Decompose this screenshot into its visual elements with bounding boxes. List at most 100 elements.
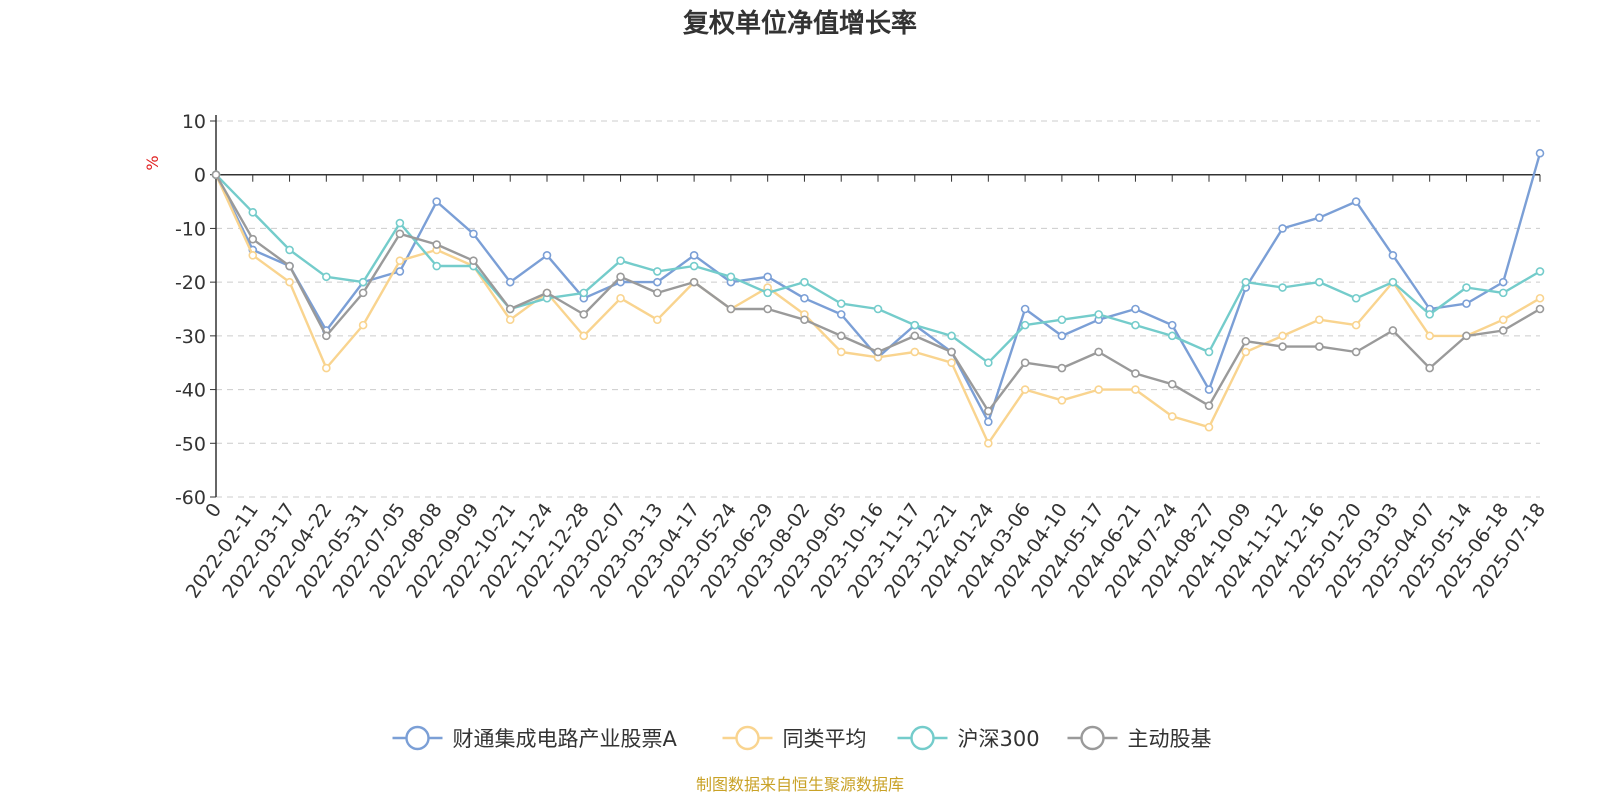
data-point — [1351, 293, 1361, 303]
data-point — [1388, 250, 1398, 260]
data-point — [1131, 320, 1140, 330]
data-point — [469, 229, 478, 239]
data-point — [285, 245, 294, 255]
data-point — [653, 315, 662, 325]
data-point — [1131, 385, 1140, 394]
data-point — [1425, 310, 1434, 319]
data-point — [1167, 331, 1177, 341]
data-point — [358, 277, 368, 287]
data-point — [579, 310, 589, 319]
data-point — [322, 363, 331, 373]
legend-marker — [910, 725, 935, 751]
data-point — [432, 240, 441, 249]
legend-label: 同类平均 — [783, 727, 867, 751]
x-tick-label: 0 — [201, 499, 226, 522]
data-point — [285, 261, 294, 271]
data-point — [910, 347, 920, 357]
data-point — [1498, 288, 1508, 298]
data-point — [542, 250, 552, 260]
data-point — [1535, 293, 1545, 303]
data-point — [1020, 385, 1030, 394]
data-point — [579, 331, 589, 341]
data-point — [248, 234, 258, 244]
y-axis-unit: % — [143, 155, 162, 170]
series-0 — [211, 148, 1545, 427]
data-point — [395, 229, 405, 239]
series-3 — [211, 170, 1545, 416]
data-point — [1351, 320, 1361, 330]
data-point — [1462, 283, 1471, 292]
data-point — [505, 315, 515, 325]
data-point — [395, 256, 405, 265]
data-point — [689, 250, 699, 260]
data-point — [322, 272, 331, 282]
y-tick-label: -20 — [175, 272, 206, 294]
data-point — [1167, 412, 1177, 421]
data-point — [1462, 299, 1471, 308]
legend-label: 财通集成电路产业股票A — [453, 727, 678, 751]
data-point — [689, 277, 699, 287]
data-point — [763, 288, 772, 298]
series-line — [214, 152, 1542, 423]
data-point — [947, 331, 956, 341]
data-point — [1094, 310, 1103, 319]
data-point — [248, 208, 258, 217]
legend-item[interactable]: 财通集成电路产业股票A — [392, 725, 678, 751]
legend-item[interactable]: 同类平均 — [722, 725, 867, 751]
chart-title: 复权单位净值增长率 — [683, 8, 917, 39]
data-point — [836, 331, 846, 341]
data-point — [1241, 277, 1251, 287]
series-lines — [211, 148, 1545, 448]
data-point — [1241, 336, 1251, 346]
data-point — [1020, 358, 1030, 368]
data-point — [1057, 396, 1067, 405]
data-point — [873, 304, 883, 314]
data-point — [653, 277, 662, 287]
data-point — [984, 358, 993, 368]
legend-item[interactable]: 沪深300 — [897, 725, 1040, 751]
data-point — [836, 299, 846, 308]
data-point — [1204, 385, 1214, 394]
data-point — [1204, 347, 1214, 357]
data-point — [1167, 320, 1177, 330]
data-point — [1535, 148, 1545, 158]
data-point — [432, 261, 441, 271]
data-point — [322, 331, 331, 341]
data-point — [1498, 326, 1508, 335]
data-point — [432, 197, 441, 206]
data-point — [1057, 315, 1067, 325]
data-point — [1131, 369, 1140, 378]
data-point — [1057, 363, 1067, 373]
data-point — [1498, 315, 1508, 325]
y-tick-label: -50 — [175, 433, 206, 455]
data-point — [358, 320, 368, 330]
data-point — [1425, 363, 1434, 373]
legend-marker — [405, 725, 430, 751]
data-point — [1388, 277, 1398, 287]
data-point — [1535, 267, 1545, 276]
source-note: 制图数据来自恒生聚源数据库 — [696, 775, 904, 794]
legend-label: 沪深300 — [958, 727, 1040, 751]
y-tick-label: 0 — [194, 165, 206, 187]
data-point — [984, 406, 993, 416]
data-point — [1388, 326, 1398, 335]
legend[interactable]: 财通集成电路产业股票A 同类平均 沪深300 主动股基 — [392, 725, 1212, 751]
data-point — [1278, 331, 1287, 341]
data-point — [1498, 277, 1508, 287]
data-point — [800, 277, 809, 287]
legend-item[interactable]: 主动股基 — [1067, 725, 1212, 751]
data-point — [689, 261, 699, 271]
data-point — [1351, 347, 1361, 357]
data-point — [1020, 320, 1030, 330]
data-point — [1351, 197, 1361, 206]
data-point — [1535, 304, 1545, 314]
legend-label: 主动股基 — [1128, 727, 1212, 751]
y-tick-label: -40 — [175, 380, 206, 402]
data-point — [947, 358, 956, 368]
data-point — [469, 256, 478, 265]
grid — [216, 120, 1540, 498]
data-point — [910, 331, 920, 341]
series-2 — [211, 170, 1545, 368]
data-point — [616, 272, 625, 282]
